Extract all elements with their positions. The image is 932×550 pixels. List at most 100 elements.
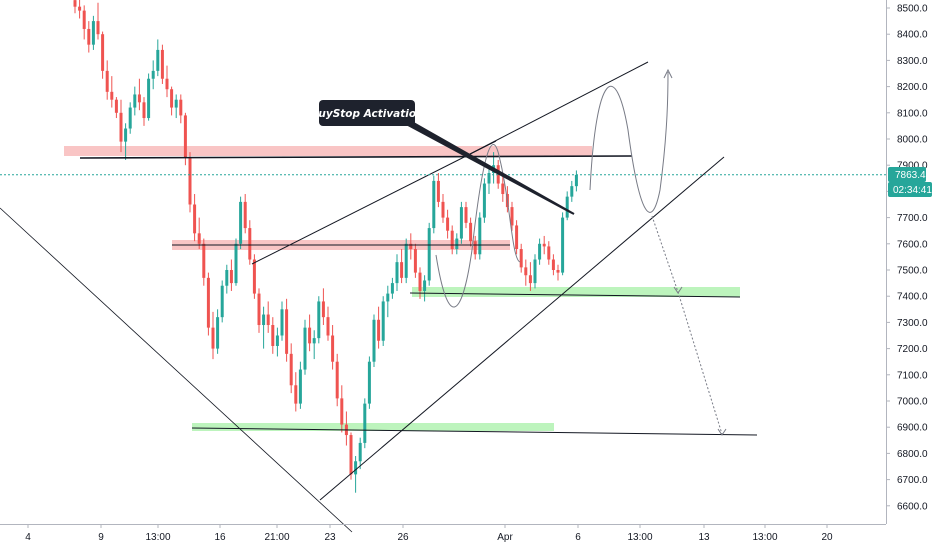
candle-down[interactable] — [266, 301, 270, 333]
diagonal-trendline[interactable] — [0, 207, 353, 533]
candle-down[interactable] — [547, 241, 551, 265]
candle-down[interactable] — [524, 259, 528, 286]
candle-down[interactable] — [183, 112, 187, 166]
resistance-line[interactable] — [79, 155, 633, 159]
support-zone-lower[interactable] — [192, 423, 554, 431]
candle-up[interactable] — [298, 361, 302, 409]
candle-down[interactable] — [197, 217, 201, 250]
candle-up[interactable] — [386, 285, 390, 318]
candle-down[interactable] — [519, 243, 523, 273]
candle-down[interactable] — [114, 97, 118, 119]
candle-up[interactable] — [390, 277, 394, 299]
candle-up[interactable] — [234, 238, 238, 286]
candle-down[interactable] — [105, 60, 109, 100]
candle-down[interactable] — [96, 2, 100, 40]
support-zone-upper[interactable] — [412, 287, 740, 297]
candle-up[interactable] — [367, 356, 371, 409]
candle-down[interactable] — [308, 314, 312, 352]
wave-projection-future[interactable] — [589, 71, 669, 213]
price-axis[interactable]: 8500.0 8400.0 8300.0 8200.0 8100.0 8000.0 7900… — [886, 0, 932, 524]
candle-up[interactable] — [395, 254, 399, 291]
candle-down[interactable] — [206, 272, 210, 336]
rising-channel-upper[interactable] — [469, 61, 649, 155]
buystop-callout[interactable]: BuyStop Activation — [310, 100, 575, 215]
candle-down[interactable] — [271, 317, 275, 354]
candle-up[interactable] — [533, 254, 537, 289]
candle-down[interactable] — [409, 233, 413, 260]
candle-down[interactable] — [551, 254, 555, 276]
candle-down[interactable] — [469, 217, 473, 247]
candle-up[interactable] — [216, 309, 220, 354]
candle-down[interactable] — [528, 262, 532, 291]
candle-down[interactable] — [248, 220, 252, 265]
candle-down[interactable] — [344, 411, 348, 446]
candle-up[interactable] — [354, 456, 358, 493]
candle-up[interactable] — [478, 212, 482, 260]
candle-up[interactable] — [317, 296, 321, 344]
candle-up[interactable] — [482, 178, 486, 223]
channel-upper-inner[interactable] — [251, 140, 497, 265]
candle-down[interactable] — [252, 254, 256, 299]
candle-down[interactable] — [188, 152, 192, 213]
candle-down[interactable] — [501, 175, 505, 202]
dotted-target-path[interactable] — [651, 215, 723, 435]
candle-down[interactable] — [473, 235, 477, 260]
candle-down[interactable] — [441, 194, 445, 223]
candle-down[interactable] — [542, 235, 546, 255]
candle-down[interactable] — [211, 311, 215, 360]
candle-down[interactable] — [170, 86, 174, 116]
candle-up[interactable] — [91, 15, 95, 50]
candle-down[interactable] — [243, 194, 247, 234]
candle-down[interactable] — [556, 264, 560, 281]
candle-up[interactable] — [570, 180, 574, 202]
candle-up[interactable] — [312, 330, 316, 360]
candle-down[interactable] — [257, 288, 261, 333]
candle-up[interactable] — [303, 319, 307, 375]
candle-down[interactable] — [349, 432, 353, 480]
candle-up[interactable] — [363, 398, 367, 449]
candle-down[interactable] — [179, 94, 183, 124]
candle-up[interactable] — [225, 264, 229, 294]
candle-down[interactable] — [160, 44, 164, 84]
candle-up[interactable] — [404, 238, 408, 284]
candle-down[interactable] — [289, 343, 293, 394]
candle-down[interactable] — [331, 325, 335, 370]
time-axis[interactable]: 4 9 13:00 16 21:00 23 26 Apr 6 13:00 13 13:00 20 — [0, 524, 886, 543]
candle-up[interactable] — [133, 86, 137, 116]
candle-up[interactable] — [459, 201, 463, 244]
candle-up[interactable] — [487, 165, 491, 195]
candle-down[interactable] — [137, 78, 141, 111]
candle-down[interactable] — [110, 76, 114, 108]
candle-up[interactable] — [128, 102, 132, 134]
resistance-zone[interactable] — [64, 146, 592, 156]
candle-down[interactable] — [510, 201, 514, 231]
candle-down[interactable] — [193, 194, 197, 242]
rising-channel-lower[interactable] — [319, 156, 725, 501]
candle-down[interactable] — [340, 385, 344, 433]
candle-down[interactable] — [515, 220, 519, 255]
candle-up[interactable] — [427, 222, 431, 286]
candle-down[interactable] — [119, 99, 123, 153]
candle-down[interactable] — [400, 249, 404, 284]
candle-down[interactable] — [294, 372, 298, 412]
candle-down[interactable] — [285, 298, 289, 362]
candle-down[interactable] — [73, 0, 77, 14]
candle-down[interactable] — [464, 201, 468, 229]
support-line-upper[interactable] — [409, 292, 741, 298]
candle-up[interactable] — [372, 314, 376, 367]
candle-down[interactable] — [321, 288, 325, 326]
candle-down[interactable] — [326, 306, 330, 341]
candle-up[interactable] — [174, 94, 178, 119]
candle-down[interactable] — [87, 21, 91, 53]
candle-down[interactable] — [78, 0, 82, 19]
candle-up[interactable] — [262, 306, 266, 349]
candle-down[interactable] — [335, 353, 339, 407]
support-line-lower[interactable] — [191, 427, 758, 436]
candle-up[interactable] — [280, 301, 284, 341]
candle-down[interactable] — [101, 31, 105, 79]
candle-up[interactable] — [538, 238, 542, 265]
candle-down[interactable] — [377, 306, 381, 349]
candle-up[interactable] — [455, 233, 459, 255]
candle-down[interactable] — [142, 97, 146, 126]
